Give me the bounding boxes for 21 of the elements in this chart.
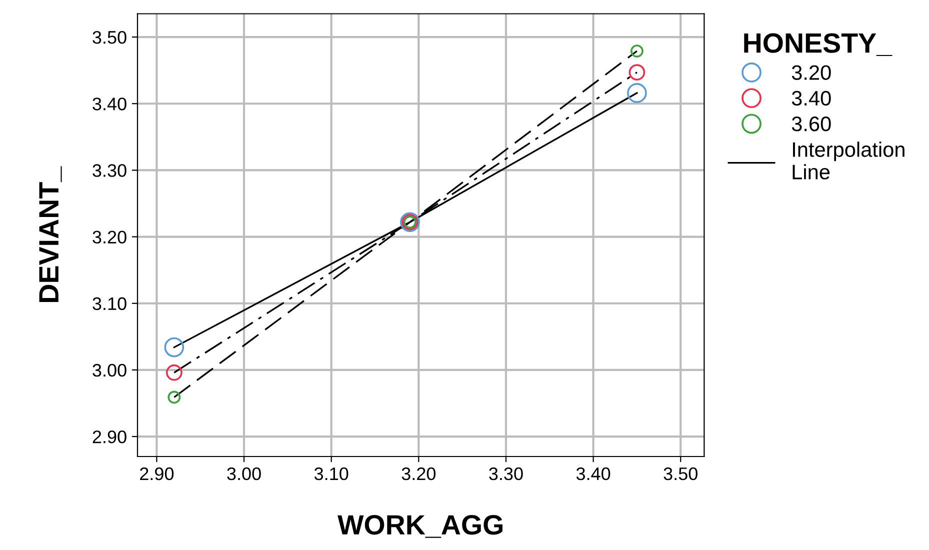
- y-tick-label: 3.10: [92, 297, 126, 310]
- x-tick-label: 3.30: [489, 467, 523, 480]
- x-tick-label: 3.10: [314, 467, 348, 480]
- x-tick-label: 2.90: [140, 467, 174, 480]
- y-axis-title: DEVIANT_: [39, 166, 62, 302]
- y-tick-label: 2.90: [92, 430, 126, 444]
- x-tick-label: 3.00: [227, 467, 261, 480]
- legend-title: HONESTY_: [744, 33, 892, 56]
- x-axis-title: WORK_AGG: [338, 515, 502, 538]
- text: Interpolation Line: [792, 142, 904, 180]
- y-tick-label: 3.50: [92, 30, 126, 44]
- legend-label: 3.60: [792, 116, 831, 132]
- x-tick-label: 3.40: [576, 467, 610, 480]
- legend-label: 3.40: [792, 90, 831, 106]
- y-tick-label: 3.20: [92, 230, 126, 244]
- y-tick-label: 3.00: [92, 364, 126, 377]
- x-tick-label: 3.20: [402, 467, 436, 480]
- legend-label: 3.20: [792, 65, 831, 80]
- y-tick-label: 3.30: [92, 164, 126, 177]
- y-tick-label: 3.40: [92, 98, 126, 110]
- x-tick-label: 3.50: [664, 467, 698, 480]
